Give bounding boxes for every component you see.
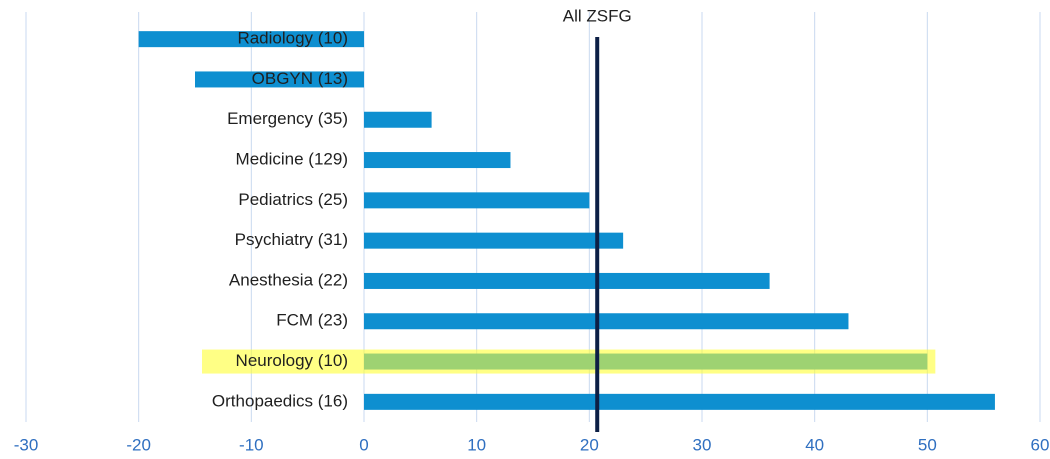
bar: [195, 71, 364, 88]
x-tick-label: 10: [467, 435, 486, 454]
x-tick-label: 50: [918, 435, 937, 454]
x-tick-label: 40: [805, 435, 824, 454]
category-label: Psychiatry (31): [235, 230, 348, 249]
bar: [364, 313, 849, 330]
bar: [364, 232, 624, 249]
category-label: Emergency (35): [227, 109, 348, 128]
category-label: Anesthesia (22): [229, 270, 348, 289]
x-tick-label: 60: [1031, 435, 1050, 454]
category-label: Neurology (10): [236, 351, 348, 370]
bar: [364, 111, 432, 128]
category-label: Orthopaedics (16): [212, 391, 348, 410]
x-tick-label: 30: [693, 435, 712, 454]
x-tick-label: -10: [239, 435, 264, 454]
bar: [138, 31, 364, 48]
x-tick-label: -30: [14, 435, 39, 454]
x-tick-label: -20: [126, 435, 151, 454]
x-tick-label: 20: [580, 435, 599, 454]
category-label: Pediatrics (25): [238, 190, 348, 209]
highlight: [202, 349, 936, 374]
bar: [364, 272, 770, 289]
category-label: OBGYN (13): [252, 69, 348, 88]
x-tick-label: 0: [359, 435, 368, 454]
category-label: Radiology (10): [237, 29, 348, 48]
category-label: Medicine (129): [236, 150, 348, 169]
bar: [364, 192, 590, 209]
reference-label: All ZSFG: [563, 6, 632, 25]
bar: [364, 152, 511, 169]
bar: [364, 393, 995, 410]
category-label: FCM (23): [276, 311, 348, 330]
